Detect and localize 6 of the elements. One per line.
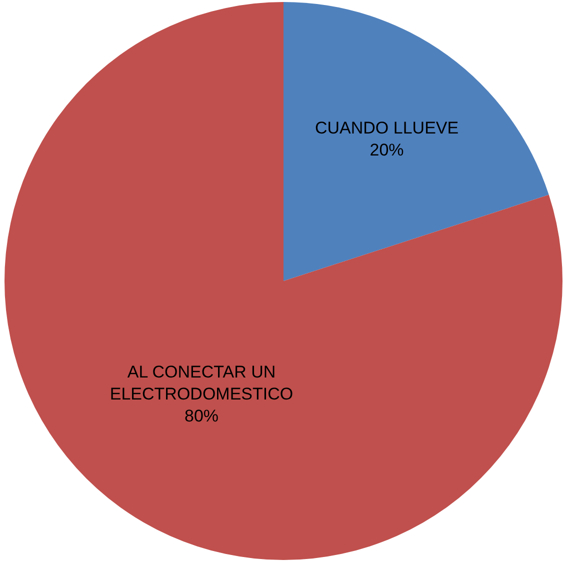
- slice-label: CUANDO LLUEVE: [314, 118, 459, 138]
- pie-slice: [4, 2, 562, 560]
- data-label: 80%: [184, 406, 219, 426]
- pie-slice: [284, 2, 549, 281]
- slice-label: AL CONECTAR UN ELECTRODOMESTICO: [110, 362, 294, 404]
- data-label: 20%: [370, 140, 404, 160]
